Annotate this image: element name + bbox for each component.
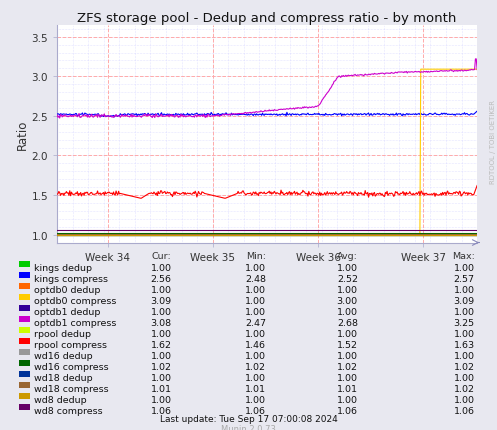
Text: 1.52: 1.52 [337, 340, 358, 349]
Text: 1.02: 1.02 [454, 362, 475, 371]
Text: 1.00: 1.00 [151, 307, 171, 316]
Text: 3.08: 3.08 [150, 318, 171, 327]
Text: Cur:: Cur: [152, 252, 171, 261]
Text: 3.09: 3.09 [453, 296, 475, 305]
Text: 1.06: 1.06 [245, 405, 266, 415]
Text: 1.00: 1.00 [245, 351, 266, 360]
Text: 1.00: 1.00 [245, 307, 266, 316]
Text: 1.00: 1.00 [337, 285, 358, 294]
Text: 3.25: 3.25 [453, 318, 475, 327]
Text: 1.00: 1.00 [151, 329, 171, 338]
Text: 1.01: 1.01 [245, 384, 266, 393]
Text: 1.00: 1.00 [245, 296, 266, 305]
Text: 2.47: 2.47 [245, 318, 266, 327]
Text: Munin 2.0.73: Munin 2.0.73 [221, 424, 276, 430]
Text: 2.57: 2.57 [454, 274, 475, 283]
Text: 1.00: 1.00 [454, 329, 475, 338]
Text: 1.00: 1.00 [454, 307, 475, 316]
Text: 1.00: 1.00 [337, 329, 358, 338]
Text: 1.63: 1.63 [453, 340, 475, 349]
Text: 1.02: 1.02 [151, 362, 171, 371]
Y-axis label: Ratio: Ratio [16, 119, 29, 150]
Text: 1.00: 1.00 [454, 373, 475, 382]
Text: 1.00: 1.00 [337, 351, 358, 360]
Text: 1.06: 1.06 [337, 405, 358, 415]
Text: 1.00: 1.00 [454, 263, 475, 272]
Text: rpool dedup: rpool dedup [34, 329, 91, 338]
Text: kings compress: kings compress [34, 274, 108, 283]
Text: 1.02: 1.02 [245, 362, 266, 371]
Text: 1.00: 1.00 [454, 285, 475, 294]
Text: wd18 compress: wd18 compress [34, 384, 108, 393]
Text: RDTOOL / TOBI OETIKER: RDTOOL / TOBI OETIKER [490, 100, 496, 184]
Text: 1.00: 1.00 [245, 263, 266, 272]
Text: 1.00: 1.00 [337, 373, 358, 382]
Text: 3.00: 3.00 [336, 296, 358, 305]
Text: wd8 compress: wd8 compress [34, 405, 102, 415]
Text: 1.00: 1.00 [245, 395, 266, 404]
Text: optdb1 dedup: optdb1 dedup [34, 307, 100, 316]
Text: 1.00: 1.00 [245, 285, 266, 294]
Text: wd8 dedup: wd8 dedup [34, 395, 86, 404]
Text: optdb0 compress: optdb0 compress [34, 296, 116, 305]
Text: 1.06: 1.06 [151, 405, 171, 415]
Text: Last update: Tue Sep 17 07:00:08 2024: Last update: Tue Sep 17 07:00:08 2024 [160, 415, 337, 424]
Text: 1.01: 1.01 [151, 384, 171, 393]
Text: 2.56: 2.56 [151, 274, 171, 283]
Text: 2.48: 2.48 [245, 274, 266, 283]
Text: optdb0 dedup: optdb0 dedup [34, 285, 100, 294]
Text: 1.06: 1.06 [454, 405, 475, 415]
Text: 1.00: 1.00 [151, 351, 171, 360]
Text: Min:: Min: [246, 252, 266, 261]
Text: wd16 compress: wd16 compress [34, 362, 108, 371]
Text: optdb1 compress: optdb1 compress [34, 318, 116, 327]
Title: ZFS storage pool - Dedup and compress ratio - by month: ZFS storage pool - Dedup and compress ra… [78, 12, 457, 25]
Text: rpool compress: rpool compress [34, 340, 107, 349]
Text: 1.00: 1.00 [337, 307, 358, 316]
Text: 1.46: 1.46 [245, 340, 266, 349]
Text: 1.00: 1.00 [245, 373, 266, 382]
Text: 1.00: 1.00 [151, 373, 171, 382]
Text: wd18 dedup: wd18 dedup [34, 373, 92, 382]
Text: 1.00: 1.00 [337, 263, 358, 272]
Text: 3.09: 3.09 [150, 296, 171, 305]
Text: 1.00: 1.00 [245, 329, 266, 338]
Text: kings dedup: kings dedup [34, 263, 92, 272]
Text: 1.02: 1.02 [454, 384, 475, 393]
Text: Avg:: Avg: [337, 252, 358, 261]
Text: 1.00: 1.00 [151, 395, 171, 404]
Text: 1.62: 1.62 [151, 340, 171, 349]
Text: Max:: Max: [452, 252, 475, 261]
Text: 1.00: 1.00 [337, 395, 358, 404]
Text: 1.00: 1.00 [151, 263, 171, 272]
Text: 1.02: 1.02 [337, 362, 358, 371]
Text: 1.00: 1.00 [454, 395, 475, 404]
Text: 1.00: 1.00 [151, 285, 171, 294]
Text: 2.52: 2.52 [337, 274, 358, 283]
Text: 1.01: 1.01 [337, 384, 358, 393]
Text: 2.68: 2.68 [337, 318, 358, 327]
Text: 1.00: 1.00 [454, 351, 475, 360]
Text: wd16 dedup: wd16 dedup [34, 351, 92, 360]
